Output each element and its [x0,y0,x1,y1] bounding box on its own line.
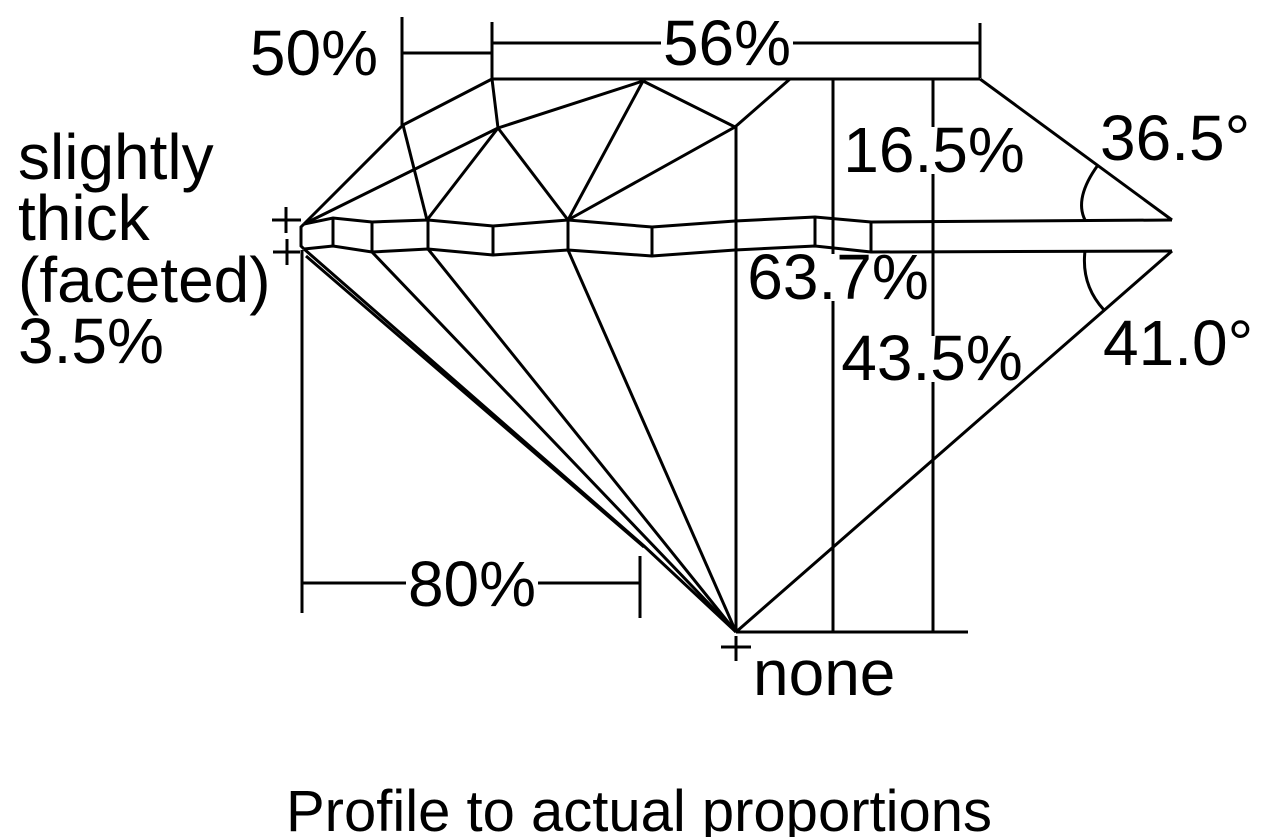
crown-facet-lines [303,77,791,226]
culet-cross-mark [721,636,751,661]
lower-girdle-facet-edge [305,254,645,549]
crown-facet-edge-4 [566,80,645,221]
crown-star-edge [303,126,499,226]
pavilion-facet-edge-2 [426,248,738,633]
total-depth-label-mask [745,254,931,301]
girdle-left-tip-facet [299,222,306,251]
lower-girdle-label: 80% [408,548,536,620]
table-near-edge-2 [642,79,736,129]
crown-silhouette-left [302,77,493,226]
crown-height-label-mask [842,127,1026,174]
crown-angle-label: 36.5° [1100,102,1250,174]
pavilion-facet-edge-3 [566,249,738,633]
girdle-facet-dividers [331,217,873,256]
crown-facet-edge-1 [401,124,429,221]
girdle-label-line-4: 3.5% [18,305,164,377]
crown-facet-edge-3 [496,127,570,221]
angle-arcs [1080,164,1106,312]
total-depth-label: 63.7% [747,241,928,313]
pavilion-silhouette-right [735,249,1173,634]
pavilion-facet-edge-1 [370,250,738,634]
girdle-label-line-2: thick [18,182,151,254]
table-near-edge-1 [497,79,644,130]
girdle-label-line-1: slightly [18,121,214,193]
measurement-labels: 50% 56% 16.5% 36.5° 63.7% 43.5% 41.0° 80… [18,7,1253,837]
table-corner-edge [490,78,500,129]
pavilion-depth-label: 43.5% [841,322,1022,394]
culet-label: none [753,637,895,709]
label-masks [406,20,1026,608]
crown-silhouette-right [979,77,1173,222]
table-label-mask [661,20,793,67]
crown-facet-edge-5 [567,125,736,222]
pavilion-facet-lines [303,247,738,634]
girdle-label: slightly thick (faceted) 3.5% [18,121,271,377]
pavilion-angle-label: 41.0° [1103,307,1253,379]
crown-angle-arc [1080,164,1100,221]
diagram-caption: Profile to actual proportions [286,779,992,837]
girdle-label-line-3: (faceted) [18,244,271,316]
crown-facet-edge-2 [425,127,500,221]
table-near-edge-3 [734,77,791,129]
pavilion-depth-label-mask [839,336,1025,382]
table-label: 56% [663,7,791,79]
girdle-bottom-cross-mark [273,239,300,265]
lower-girdle-label-mask [406,562,538,608]
crown-height-label: 16.5% [843,114,1024,186]
star-length-label: 50% [250,17,378,89]
girdle-top-cross-mark [272,207,301,233]
girdle-top-edge [303,215,1173,229]
pavilion-angle-arc [1082,250,1106,312]
